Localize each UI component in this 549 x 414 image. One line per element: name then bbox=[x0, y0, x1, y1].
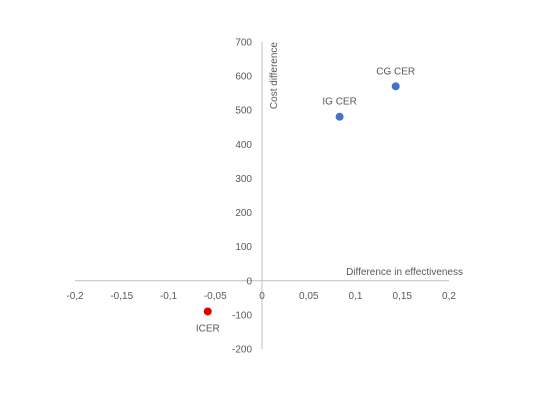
data-point bbox=[335, 112, 344, 121]
y-tick-label: 0 bbox=[246, 276, 252, 287]
x-tick-label: 0,2 bbox=[442, 291, 456, 302]
y-tick-label: 700 bbox=[235, 38, 252, 49]
x-tick-label: 0,15 bbox=[393, 291, 413, 302]
y-tick-labels: -200 -100 0 100 200 300 400 500 600 700 bbox=[232, 38, 252, 356]
y-tick-label: -200 bbox=[232, 345, 252, 356]
y-tick-label: 100 bbox=[235, 242, 252, 253]
x-tick-label: 0 bbox=[259, 291, 265, 302]
x-tick-label: 0,05 bbox=[299, 291, 319, 302]
y-tick-label: 500 bbox=[235, 106, 252, 117]
x-tick-label: -0,1 bbox=[160, 291, 178, 302]
data-point bbox=[203, 307, 212, 316]
y-tick-label: 300 bbox=[235, 174, 252, 185]
data-point-label: ICER bbox=[196, 323, 220, 334]
data-points: CG CER IG CER ICER bbox=[196, 66, 415, 334]
data-point-label: CG CER bbox=[376, 66, 415, 77]
y-tick-label: 600 bbox=[235, 72, 252, 83]
x-tick-label: -0,15 bbox=[110, 291, 133, 302]
x-tick-label: -0,2 bbox=[66, 291, 84, 302]
x-axis-title: Difference in effectiveness bbox=[346, 267, 463, 278]
y-axis-title: Cost difference bbox=[269, 42, 280, 110]
y-tick-label: 200 bbox=[235, 208, 252, 219]
y-tick-label: -100 bbox=[232, 310, 252, 321]
x-tick-labels: -0,2 -0,15 -0,1 -0,05 0 0,05 0,1 0,15 0,2 bbox=[66, 291, 456, 302]
y-tick-label: 400 bbox=[235, 140, 252, 151]
data-point-label: IG CER bbox=[322, 97, 356, 108]
x-tick-label: -0,05 bbox=[204, 291, 227, 302]
x-tick-label: 0,1 bbox=[349, 291, 363, 302]
data-point bbox=[391, 82, 400, 91]
